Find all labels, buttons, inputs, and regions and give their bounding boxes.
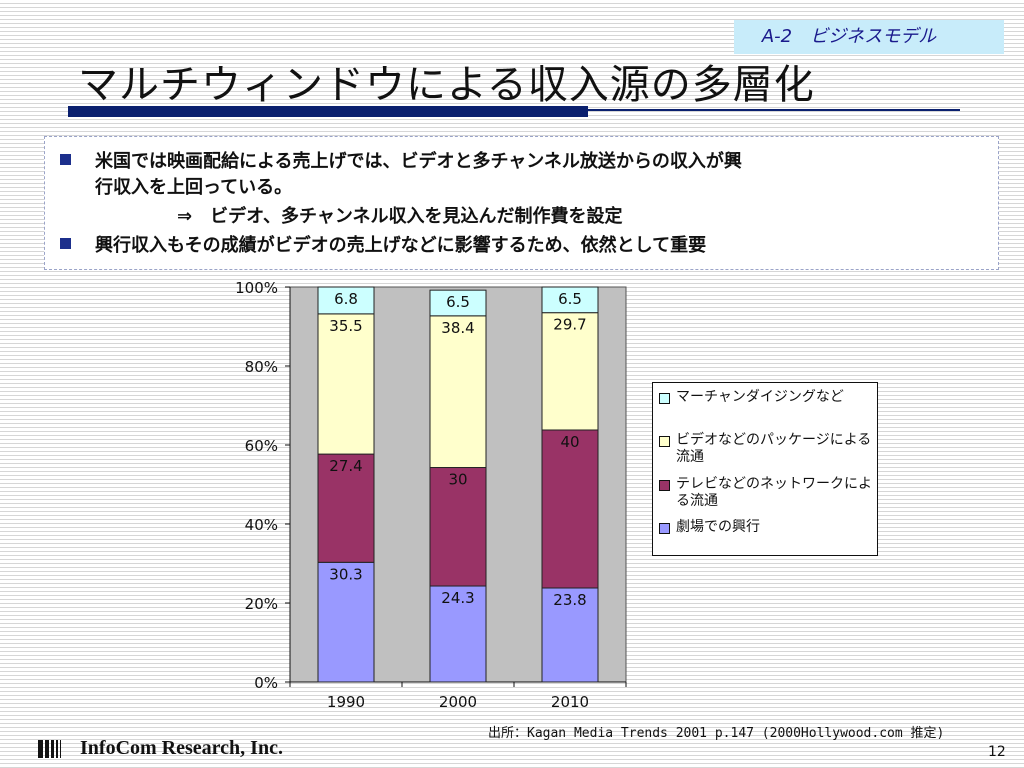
bar-segment	[429, 315, 487, 469]
bullet-box: 米国では映画配給による売上げでは、ビデオと多チャンネル放送からの収入が興 行収入…	[44, 136, 999, 270]
data-label: 30	[448, 471, 467, 489]
x-tick-label: 2000	[439, 693, 477, 711]
data-label: 23.8	[553, 591, 586, 609]
data-label: 6.5	[558, 290, 582, 308]
bullet-square-icon	[60, 154, 71, 165]
data-label: 38.4	[441, 319, 474, 337]
legend-label: 劇場での興行	[676, 519, 760, 535]
title-underline-rule	[588, 109, 960, 111]
company-name: InfoCom Research, Inc.	[80, 737, 283, 759]
legend-swatch	[659, 480, 670, 491]
x-tick-label: 1990	[327, 693, 365, 711]
legend-swatch	[659, 436, 670, 447]
data-label: 24.3	[441, 589, 474, 607]
legend-swatch	[659, 523, 670, 534]
data-label: 30.3	[329, 565, 362, 583]
bar-segment	[541, 429, 599, 589]
title-underline-bar	[68, 106, 588, 117]
y-tick-label: 20%	[245, 595, 278, 613]
data-label: 35.5	[329, 317, 362, 335]
bar-segment	[429, 585, 487, 683]
legend-label: ビデオなどのパッケージによる流通	[676, 432, 872, 465]
bar-segment	[317, 286, 375, 315]
section-tag: A-2 ビジネスモデル	[734, 20, 1004, 54]
data-label: 27.4	[329, 457, 362, 475]
bullet-sub-point: ⇒ ビデオ、多チャンネル収入を見込んだ制作費を設定	[177, 206, 623, 227]
y-tick-label: 60%	[245, 437, 278, 455]
data-label: 6.8	[334, 290, 358, 308]
source-note: 出所：Kagan Media Trends 2001 p.147 (2000Ho…	[488, 726, 945, 741]
bar-segment	[541, 587, 599, 683]
data-label: 6.5	[446, 293, 470, 311]
bar-segment	[429, 467, 487, 587]
y-tick-label: 40%	[245, 516, 278, 534]
bar-segment	[429, 289, 487, 317]
company-logo-icon	[38, 740, 61, 758]
bar-segment	[541, 286, 599, 314]
bullet-text: 米国では映画配給による売上げでは、ビデオと多チャンネル放送からの収入が興	[95, 151, 742, 172]
y-tick-label: 0%	[254, 674, 278, 692]
bullet-square-icon	[60, 238, 71, 249]
slide-title: マルチウィンドウによる収入源の多層化	[78, 62, 815, 108]
x-tick-label: 2010	[551, 693, 589, 711]
bullet-text: 興行収入もその成績がビデオの売上げなどに影響するため、依然として重要	[95, 235, 707, 256]
legend-label: テレビなどのネットワークによる流通	[676, 476, 872, 509]
bar-segment	[317, 313, 375, 455]
y-tick-label: 100%	[235, 279, 278, 297]
chart-legend: マーチャンダイジングなど ビデオなどのパッケージによる流通 テレビなどのネットワ…	[652, 382, 878, 556]
bullet-text-continued: 行収入を上回っている。	[95, 177, 293, 198]
data-label: 29.7	[553, 316, 586, 334]
y-tick-label: 80%	[245, 358, 278, 376]
legend-label: マーチャンダイジングなど	[676, 389, 844, 405]
legend-swatch	[659, 393, 670, 404]
data-label: 40	[560, 433, 579, 451]
page-number: 12	[988, 744, 1006, 760]
bar-segment	[317, 561, 375, 683]
